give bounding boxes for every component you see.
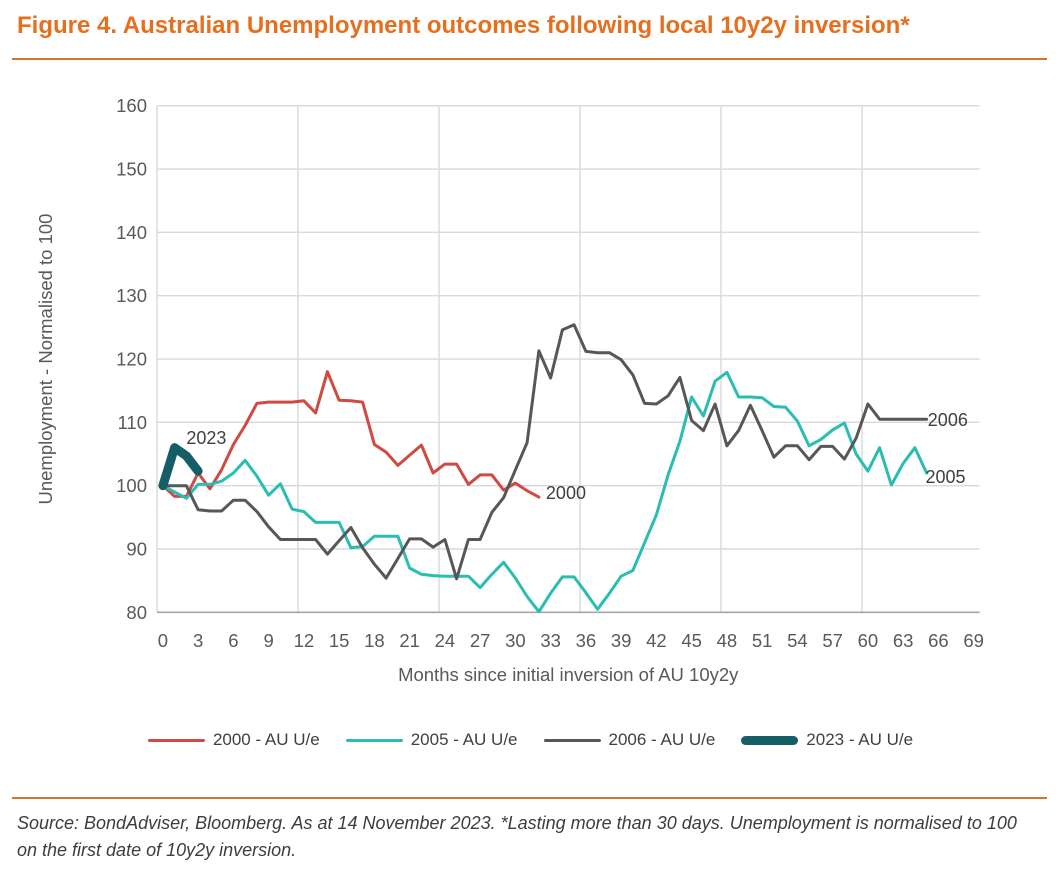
legend-item-2000: 2000 - AU U/e — [147, 730, 320, 750]
y-tick-label: 150 — [116, 159, 147, 180]
x-tick-label: 45 — [681, 630, 702, 651]
bottom-divider — [12, 797, 1047, 799]
y-axis-title: Unemployment - Normalised to 100 — [35, 214, 56, 505]
x-tick-label: 63 — [893, 630, 914, 651]
x-tick-label: 12 — [294, 630, 315, 651]
x-tick-label: 0 — [158, 630, 168, 651]
x-tick-label: 57 — [822, 630, 843, 651]
series-line-2006 — [161, 323, 929, 581]
y-tick-label: 140 — [116, 222, 147, 243]
series-line-2005 — [161, 370, 929, 614]
x-tick-label: 9 — [263, 630, 273, 651]
x-tick-label: 54 — [787, 630, 808, 651]
legend-label: 2006 - AU U/e — [608, 730, 716, 749]
y-tick-label: 100 — [116, 475, 147, 496]
series-line-2000 — [161, 370, 541, 499]
x-tick-label: 3 — [193, 630, 203, 651]
legend-item-2005: 2005 - AU U/e — [345, 730, 518, 750]
series-label-2023: 2023 — [186, 428, 226, 448]
series-label-2006: 2006 — [928, 410, 968, 430]
source-note: Source: BondAdviser, Bloomberg. As at 14… — [17, 813, 1017, 860]
figure-title: Figure 4. Australian Unemployment outcom… — [17, 12, 910, 39]
series-label-2005: 2005 — [925, 467, 965, 487]
x-tick-label: 51 — [752, 630, 773, 651]
chart-legend: 2000 - AU U/e 2005 - AU U/e 2006 - AU U/e 2… — [0, 730, 1061, 750]
legend-item-2006: 2006 - AU U/e — [543, 730, 716, 750]
y-tick-label: 160 — [116, 95, 147, 116]
x-tick-label: 18 — [364, 630, 385, 651]
x-tick-label: 30 — [505, 630, 526, 651]
x-tick-label: 39 — [611, 630, 632, 651]
legend-item-2023: 2023 - AU U/e — [741, 730, 913, 750]
x-tick-label: 21 — [399, 630, 420, 651]
x-tick-label: 27 — [470, 630, 491, 651]
x-tick-label: 33 — [540, 630, 561, 651]
x-tick-label: 24 — [435, 630, 456, 651]
x-tick-label: 6 — [228, 630, 238, 651]
legend-swatch-2023 — [741, 735, 799, 745]
legend-swatch-2005 — [345, 738, 403, 742]
x-tick-label: 36 — [576, 630, 597, 651]
x-tick-label: 60 — [858, 630, 879, 651]
x-tick-label: 69 — [963, 630, 984, 651]
x-tick-label: 48 — [717, 630, 738, 651]
x-axis-title: Months since initial inversion of AU 10y… — [398, 664, 739, 685]
y-tick-label: 120 — [116, 349, 147, 370]
top-divider — [12, 58, 1047, 60]
legend-label: 2023 - AU U/e — [806, 730, 914, 749]
x-tick-label: 42 — [646, 630, 667, 651]
legend-swatch-2006 — [543, 738, 601, 742]
x-tick-label: 15 — [329, 630, 350, 651]
legend-label: 2000 - AU U/e — [212, 730, 320, 749]
legend-label: 2005 - AU U/e — [410, 730, 518, 749]
y-tick-label: 80 — [126, 602, 147, 623]
legend-swatch-2000 — [147, 738, 205, 742]
series-line-2023 — [158, 443, 203, 491]
y-tick-label: 130 — [116, 285, 147, 306]
series-label-2000: 2000 — [546, 483, 586, 503]
y-tick-label: 110 — [118, 412, 148, 433]
x-tick-label: 66 — [928, 630, 949, 651]
y-tick-label: 90 — [126, 539, 147, 560]
